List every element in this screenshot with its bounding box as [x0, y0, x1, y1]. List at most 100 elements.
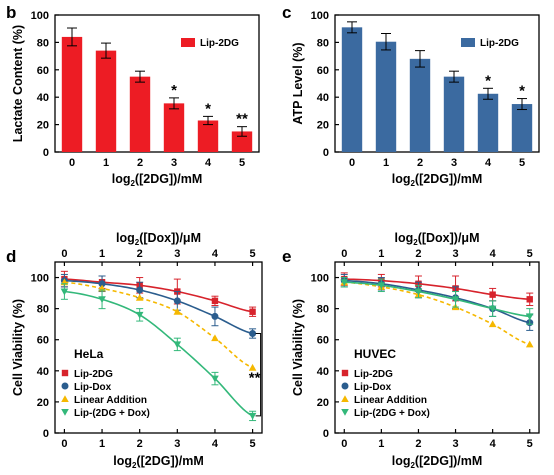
x-tick-label: 5	[239, 157, 245, 169]
y-tick-label: 100	[31, 273, 49, 285]
significance-mark: *	[519, 83, 525, 100]
y-axis-label: Lactate Content (%)	[11, 25, 25, 142]
y-axis-label: Cell Viability (%)	[291, 299, 305, 396]
x-tick-label: 3	[171, 157, 177, 169]
series-3: Lip-(2DG + Dox)	[60, 283, 257, 422]
x2-tick-label: 2	[137, 248, 143, 260]
y-tick-label: 0	[323, 147, 329, 159]
data-point	[136, 286, 144, 294]
x2-tick-label: 1	[99, 248, 105, 260]
x-tick-label: 2	[137, 157, 143, 169]
x-tick-label: 2	[137, 438, 143, 450]
data-point	[488, 320, 497, 328]
data-point	[489, 291, 496, 298]
bar	[409, 58, 431, 153]
x-tick-label: 4	[205, 157, 212, 169]
series-3: Lip-(2DG + Dox)	[340, 277, 534, 419]
y-tick-label: 0	[43, 428, 49, 440]
series-line	[64, 290, 253, 417]
legend-swatch	[461, 38, 475, 47]
data-point	[135, 311, 144, 319]
data-point	[173, 341, 182, 349]
series-0: Lip-2DG	[340, 272, 534, 380]
data-point	[414, 288, 423, 296]
y-tick-label: 40	[37, 92, 49, 104]
bar	[231, 131, 253, 152]
panel-b: b 0 20 40 60 80 100 Lactate Content (%) 0 1 2 3 * 4 * 5…	[6, 3, 260, 188]
y-axis-label: ATP Level (%)	[291, 42, 305, 124]
x2-tick-label: 5	[250, 248, 256, 260]
data-point	[248, 412, 257, 420]
legend-label: Lip-Dox	[354, 382, 392, 393]
y-tick-label: 40	[37, 366, 49, 378]
legend-label: Linear Addition	[74, 395, 147, 406]
bar	[163, 103, 185, 152]
legend-marker	[61, 395, 69, 402]
series-line	[344, 279, 530, 324]
data-point	[249, 330, 257, 338]
data-point	[173, 307, 182, 315]
data-point	[249, 308, 256, 315]
bar	[61, 36, 83, 152]
panel-c: c 0 20 40 60 80 100 ATP Level (%) 0 1 2 3 4 * 5 * Lip-2D…	[282, 3, 540, 188]
significance-mark: *	[205, 100, 211, 117]
legend-label: Lip-(2DG + Dox)	[354, 408, 430, 419]
y-tick-label: 80	[317, 37, 329, 49]
series-line	[64, 278, 253, 313]
axes-frame	[54, 261, 263, 434]
x-tick-label: 0	[61, 438, 67, 450]
y-tick-label: 80	[317, 304, 329, 316]
x-tick-label: 4	[485, 157, 492, 169]
data-point	[525, 340, 534, 348]
y-tick-label: 100	[311, 273, 329, 285]
y-tick-label: 60	[317, 65, 329, 77]
data-point	[340, 279, 349, 287]
x2-tick-label: 3	[174, 248, 180, 260]
x2-tick-label: 5	[527, 248, 533, 260]
data-point	[98, 296, 106, 304]
x-tick-label: 5	[250, 438, 256, 450]
x-tick-label: 3	[451, 157, 457, 169]
data-point	[451, 296, 460, 304]
x-tick-label: 4	[212, 438, 219, 450]
x-tick-label: 0	[341, 438, 347, 450]
data-point	[526, 296, 533, 303]
bar	[443, 76, 465, 152]
y-tick-label: 20	[37, 397, 49, 409]
data-point	[60, 288, 69, 296]
y-tick-label: 0	[323, 428, 329, 440]
data-point	[211, 312, 219, 320]
bar	[477, 93, 499, 152]
legend-marker	[341, 382, 349, 390]
panel-label: d	[6, 247, 16, 266]
series-line	[64, 279, 253, 335]
data-point	[248, 363, 257, 371]
x-tick-label: 1	[103, 157, 109, 169]
x-tick-label: 3	[174, 438, 180, 450]
axes-frame	[334, 14, 540, 153]
y-tick-label: 40	[317, 366, 329, 378]
x2-axis-label: log2([Dox])/μM	[394, 231, 479, 247]
significance-mark: **	[236, 111, 248, 128]
x2-tick-label: 2	[415, 248, 421, 260]
legend-label: Lip-2DG	[354, 369, 393, 380]
data-point	[135, 293, 144, 301]
x-axis-label: log2([2DG])/mM	[112, 172, 203, 188]
significance-mark: **	[249, 370, 261, 387]
legend-marker	[61, 382, 69, 390]
legend-marker	[61, 369, 69, 377]
x-tick-label: 5	[519, 157, 525, 169]
series-line	[344, 281, 530, 318]
data-point	[98, 280, 106, 288]
bar	[511, 104, 533, 152]
y-axis-label: Cell Viability (%)	[11, 299, 25, 396]
legend-label: Lip-2DG	[74, 369, 113, 380]
y-tick-label: 0	[43, 147, 49, 159]
panel-label: c	[282, 3, 291, 22]
series-0: Lip-2DG	[60, 270, 257, 380]
legend-label: Lip-Dox	[74, 382, 112, 393]
data-point	[377, 282, 386, 290]
cell-line-label: HUVEC	[354, 347, 396, 361]
